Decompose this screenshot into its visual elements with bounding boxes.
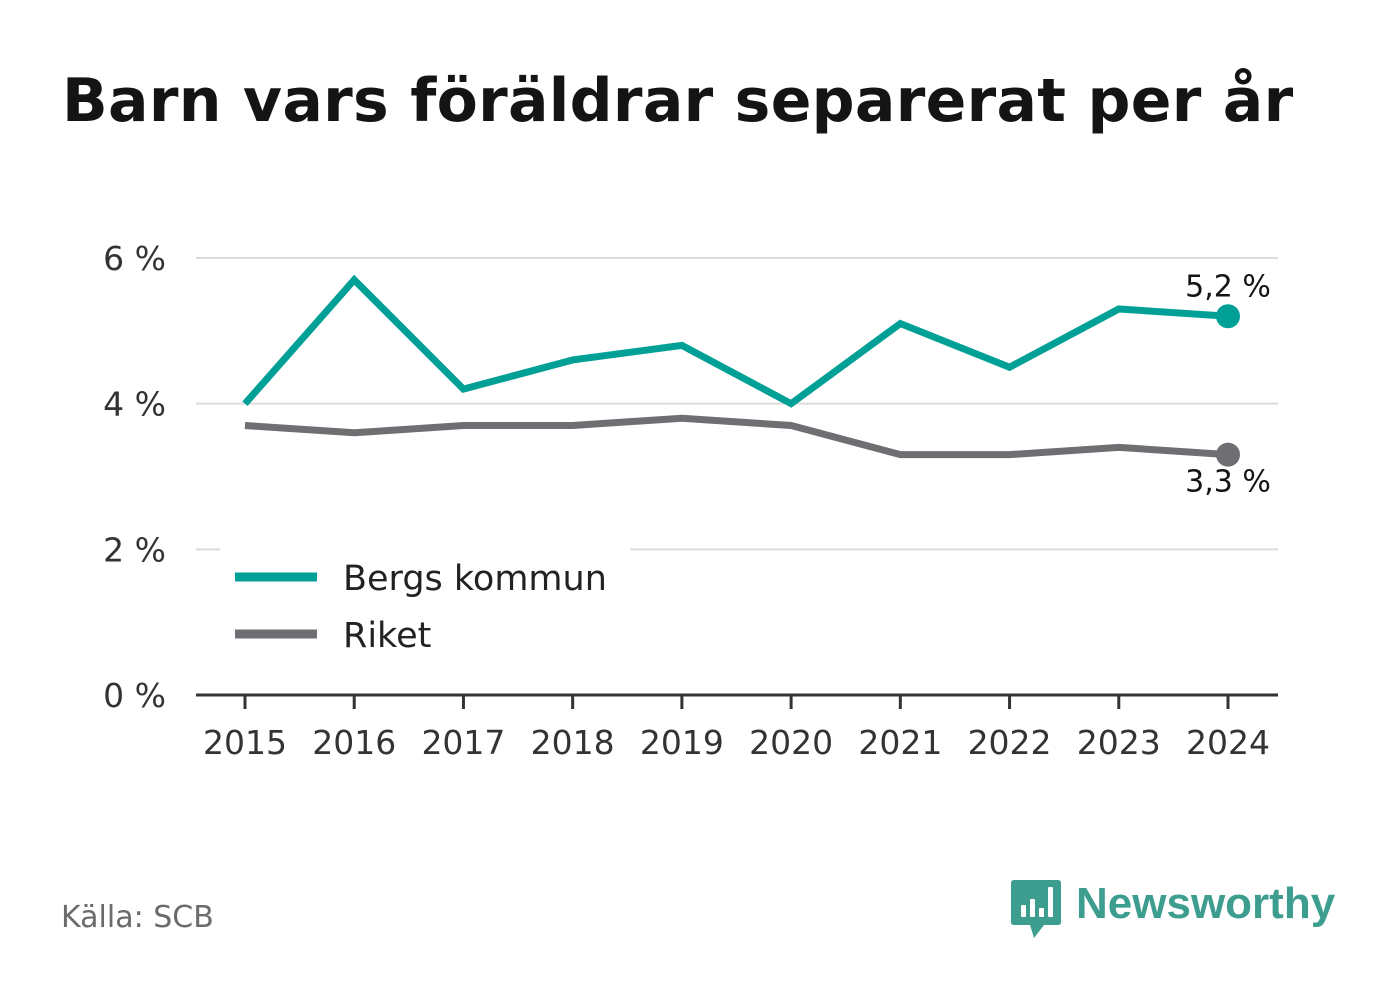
brand-name: Newsworthy [1076,879,1336,928]
series-end-label: 3,3 % [1185,465,1271,500]
x-tick-label: 2017 [421,723,505,762]
y-tick-label: 2 % [103,530,166,569]
legend-label: Bergs kommun [343,559,607,599]
series-group [242,274,1240,467]
series-end-label: 5,2 % [1185,269,1271,304]
x-tick-label: 2020 [749,723,833,762]
grid-lines [196,257,1278,551]
x-tick-label: 2018 [531,723,615,762]
x-tick-label: 2022 [968,723,1052,762]
x-axis: 2015 2016 2017 2018 2019 2020 2021 2022 2023 2024 [196,693,1278,762]
legend-background [220,546,630,666]
x-tick-label: 2023 [1077,723,1161,762]
x-tick-label: 2015 [203,723,287,762]
x-tick-label: 2016 [312,723,396,762]
source-note: Källa: SCB [61,900,214,935]
series-line [244,414,1229,459]
bar-chart-speech-bubble-icon [1011,880,1061,938]
brand-logo: Newsworthy [1010,878,1335,942]
x-tick-label: 2024 [1186,723,1270,762]
end-labels: 5,2 % 3,3 % [1185,269,1271,499]
y-tick-label: 4 % [103,385,166,424]
legend: Bergs kommun Riket [220,546,630,666]
x-tick-label: 2021 [858,723,942,762]
series-line [242,274,1229,408]
y-axis-tick-labels: 0 % 2 % 4 % 6 % [103,239,166,715]
x-tick-label: 2019 [640,723,724,762]
legend-label: Riket [343,616,431,656]
y-tick-label: 0 % [103,676,166,715]
series-end-marker [1216,304,1240,329]
chart-title: Barn vars föräldrar separerat per år [62,66,1294,136]
series-end-marker [1216,442,1240,467]
y-tick-label: 6 % [103,239,166,278]
